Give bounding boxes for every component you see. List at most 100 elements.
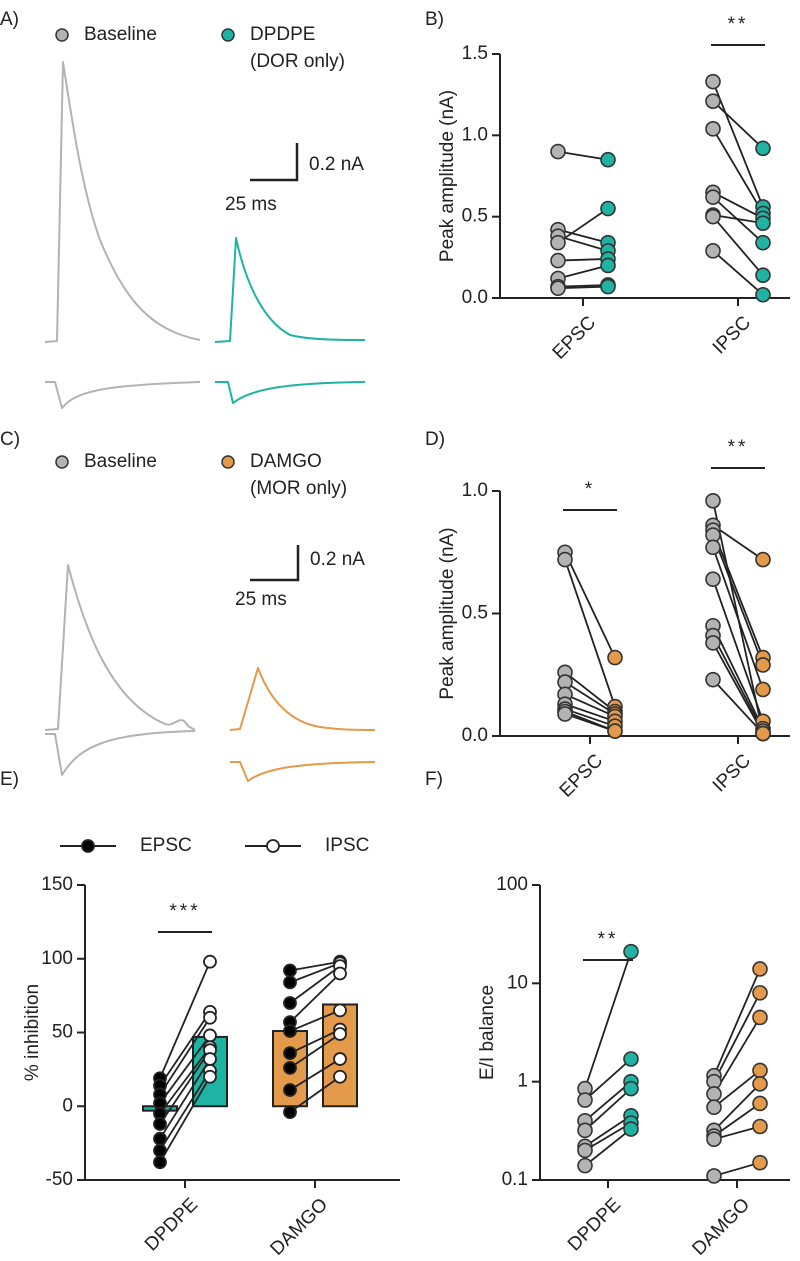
point [283, 1061, 297, 1075]
pair-line [713, 968, 761, 1077]
pair-line [712, 216, 764, 276]
legend-marker [55, 28, 69, 42]
point [577, 1122, 593, 1139]
point [203, 1028, 217, 1043]
y-axis-label: Peak amplitude (nA) [437, 527, 458, 699]
point [705, 539, 721, 556]
y-tick-label: 150 [41, 874, 73, 895]
y-tick-label: 100 [496, 874, 528, 895]
pair-line [289, 962, 341, 984]
significance-label: ** [728, 437, 749, 458]
point [153, 1131, 167, 1146]
trace [229, 667, 376, 731]
y-axis-label: E/I balance [477, 985, 498, 1080]
point [557, 706, 573, 722]
pair-line [557, 235, 609, 252]
pair-line [564, 693, 616, 718]
pair-line [713, 992, 761, 1083]
point [283, 1105, 297, 1120]
pair-line [712, 625, 764, 730]
y-tick-label: 0.5 [462, 603, 488, 624]
pair-line [712, 214, 764, 225]
y-axis-label: % inhibition [22, 984, 43, 1081]
point [203, 1052, 217, 1066]
y-tick-label: 1.0 [462, 124, 488, 145]
y-axis-label: Peak amplitude (nA) [437, 90, 458, 262]
point [333, 1027, 347, 1041]
point [705, 189, 721, 205]
point [333, 1052, 347, 1066]
pair-line [289, 1033, 341, 1069]
pair-line [557, 228, 609, 244]
point [705, 243, 721, 259]
panel-label: C) [0, 429, 20, 450]
pair-line [712, 524, 764, 561]
pair-line [712, 534, 764, 666]
pair-line [159, 1076, 211, 1163]
x-tick-label: IPSC [709, 312, 755, 358]
point [607, 649, 623, 666]
point [550, 234, 566, 251]
pair-line [289, 972, 341, 1023]
legend-label: Baseline [84, 24, 157, 45]
pair-line [557, 285, 609, 290]
y-tick-label: 1 [517, 1071, 528, 1092]
legend-marker [55, 455, 69, 469]
point [333, 966, 347, 981]
point [577, 1092, 593, 1108]
point [333, 1003, 347, 1018]
legend-marker [266, 839, 280, 853]
legend-label: Baseline [84, 451, 157, 472]
pair-line [564, 681, 616, 715]
pair-line [159, 1049, 211, 1125]
x-tick-label: DPDPE [564, 1194, 625, 1255]
point [755, 234, 771, 251]
pair-line [159, 1070, 211, 1151]
legend-note: (DOR only) [250, 51, 345, 72]
point [600, 257, 616, 274]
point [283, 963, 297, 978]
trace [215, 381, 366, 404]
point [752, 985, 768, 1001]
legend-label: EPSC [140, 835, 192, 856]
scale-label: 25 ms [225, 194, 277, 215]
point [550, 280, 566, 297]
point [752, 1062, 768, 1079]
trace [44, 564, 196, 731]
pair-line [584, 951, 632, 1089]
point [752, 1009, 768, 1026]
point [550, 143, 566, 160]
point [577, 1142, 593, 1159]
panel-label: F) [425, 769, 443, 790]
point [283, 975, 297, 990]
trace [214, 237, 366, 343]
point [706, 1168, 722, 1184]
legend-marker [81, 839, 95, 853]
pair-line [712, 547, 764, 690]
point [705, 671, 721, 688]
point [600, 278, 616, 295]
point [705, 635, 721, 651]
point [577, 1157, 593, 1174]
point [153, 1155, 167, 1170]
point [705, 93, 721, 109]
pair-line [712, 642, 764, 734]
pair-line [159, 1046, 211, 1115]
scale-bar [250, 545, 300, 582]
legend-label: DAMGO [250, 451, 322, 472]
y-tick-label: 0.0 [462, 725, 488, 746]
pair-line [584, 1115, 632, 1148]
pair-line [584, 1128, 632, 1167]
pair-line [159, 1034, 211, 1104]
pair-line [712, 250, 764, 296]
pair-line [712, 128, 764, 214]
pair-line [289, 1009, 341, 1032]
y-tick-label: 0.1 [502, 1169, 528, 1190]
panel-label: A) [0, 9, 19, 30]
point [755, 681, 771, 698]
point [752, 1118, 768, 1135]
point [600, 151, 616, 168]
x-tick-label: EPSC [556, 750, 607, 801]
panel-label: D) [425, 429, 445, 450]
